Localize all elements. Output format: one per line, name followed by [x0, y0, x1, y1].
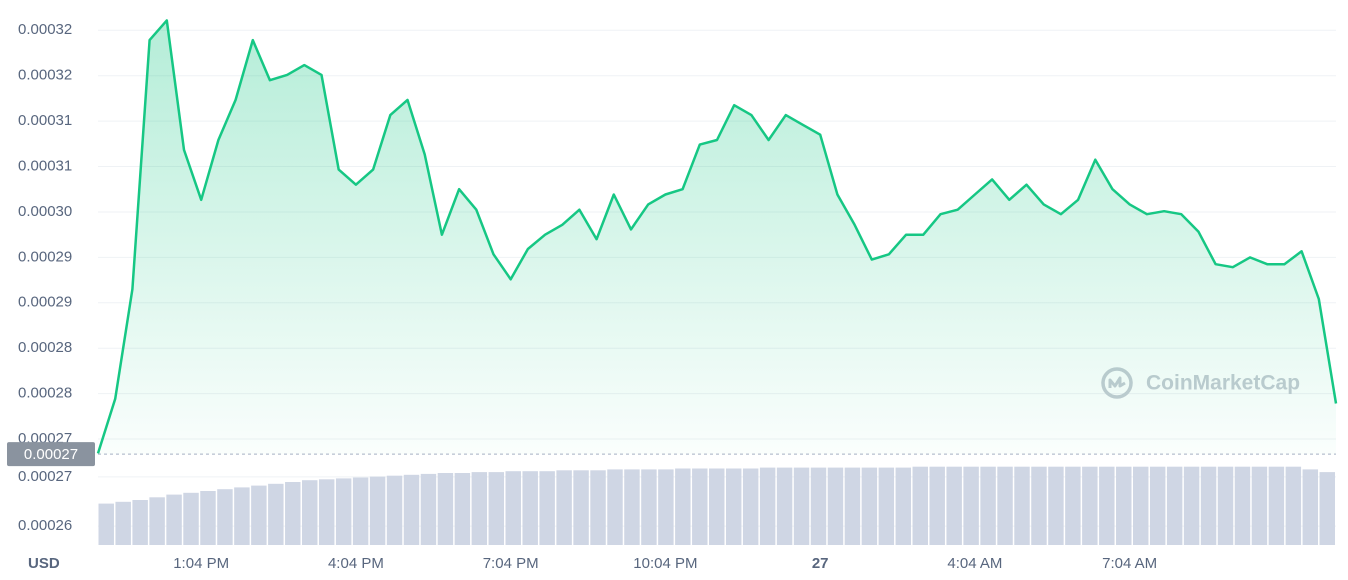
- volume-bar: [234, 487, 250, 545]
- volume-bar: [997, 466, 1013, 545]
- x-tick-label: 27: [812, 555, 829, 572]
- volume-bar: [658, 469, 674, 545]
- volume-bar: [1166, 466, 1183, 545]
- volume-bar: [556, 470, 572, 545]
- volume-bar: [1251, 466, 1268, 545]
- volume-bar: [878, 467, 895, 545]
- volume-bar: [318, 479, 335, 545]
- x-tick-label: 4:04 PM: [328, 555, 384, 572]
- volume-bar: [759, 467, 776, 545]
- volume-bar: [1285, 466, 1302, 545]
- volume-bar: [115, 501, 131, 545]
- volume-bar: [1031, 466, 1047, 545]
- volume-bar: [522, 471, 538, 545]
- volume-bar: [1200, 466, 1217, 545]
- volume-bar: [98, 503, 114, 545]
- y-tick-label: 0.00029: [18, 248, 72, 265]
- volume-bar: [776, 467, 793, 545]
- volume-bar: [302, 480, 318, 545]
- volume-bar: [1234, 466, 1251, 545]
- volume-bar: [1217, 466, 1234, 545]
- volume-bar: [709, 468, 725, 545]
- y-tick-label: 0.00031: [18, 157, 72, 174]
- volume-bar: [352, 477, 369, 545]
- y-tick-label: 0.00030: [18, 203, 72, 220]
- volume-bar: [369, 476, 386, 545]
- volume-bar: [1149, 466, 1166, 545]
- volume-bar: [437, 473, 454, 545]
- volume-bar: [420, 473, 437, 545]
- volume-bar: [488, 472, 505, 545]
- volume-bar: [861, 467, 878, 545]
- volume-bar: [505, 471, 521, 545]
- volume-bar: [895, 467, 912, 545]
- volume-bar: [946, 466, 962, 545]
- volume-bar: [692, 468, 708, 545]
- y-tick-label: 0.00029: [18, 294, 72, 311]
- volume-bar: [793, 467, 810, 545]
- volume-bar: [217, 489, 233, 545]
- volume-bar: [471, 472, 488, 545]
- volume-bar: [607, 469, 623, 545]
- volume-bar: [844, 467, 861, 545]
- volume-bar: [132, 500, 148, 545]
- volume-bar: [1116, 466, 1132, 545]
- volume-bar: [268, 483, 284, 545]
- volume-bar: [980, 466, 996, 545]
- volume-bar: [1048, 466, 1064, 545]
- x-tick-label: 4:04 AM: [947, 555, 1002, 572]
- volume-bar: [929, 466, 945, 545]
- volume-bar: [335, 478, 352, 545]
- volume-bar: [725, 468, 742, 545]
- y-tick-label: 0.00031: [18, 112, 72, 129]
- volume-bar: [149, 497, 165, 545]
- volume-bar: [675, 468, 691, 545]
- volume-bar: [1132, 466, 1149, 545]
- volume-bar: [386, 475, 403, 545]
- volume-bar: [742, 468, 759, 545]
- volume-bar: [912, 466, 928, 545]
- volume-bar: [624, 469, 640, 545]
- y-tick-label: 0.00026: [18, 517, 72, 534]
- volume-bar: [1268, 466, 1285, 545]
- x-tick-label: 7:04 PM: [483, 555, 539, 572]
- x-tick-label: 7:04 AM: [1102, 555, 1157, 572]
- y-tick-label: 0.00032: [18, 21, 72, 38]
- volume-bar: [1302, 469, 1319, 545]
- y-tick-label: 0.00028: [18, 385, 72, 402]
- volume-bar: [1099, 466, 1115, 545]
- y-tick-label: 0.00028: [18, 339, 72, 356]
- volume-bar: [285, 482, 301, 545]
- volume-bar: [963, 466, 979, 545]
- x-tick-label: 10:04 PM: [633, 555, 697, 572]
- volume-bar: [590, 470, 606, 545]
- volume-bar: [573, 470, 589, 545]
- volume-bar: [641, 469, 657, 545]
- volume-bar: [539, 471, 555, 545]
- volume-bar: [166, 494, 182, 545]
- volume-bar: [200, 491, 216, 545]
- y-unit-label: USD: [28, 555, 60, 572]
- volume-bar: [810, 467, 827, 545]
- y-tick-label: 0.00032: [18, 67, 72, 84]
- volume-bar: [251, 485, 267, 545]
- volume-bar: [1319, 472, 1335, 545]
- volume-bar: [827, 467, 844, 545]
- volume-bar: [1014, 466, 1030, 545]
- volume-bar: [454, 473, 471, 545]
- volume-bar: [183, 492, 199, 545]
- volume-bar: [1065, 466, 1081, 545]
- volume-bar: [1183, 466, 1200, 545]
- price-area: [98, 20, 1336, 455]
- y-tick-label: 0.00027: [18, 468, 72, 485]
- volume-bar: [1082, 466, 1098, 545]
- current-price-label: 0.00027: [24, 446, 78, 463]
- current-price-badge: [7, 442, 95, 467]
- price-line: [96, 19, 1338, 454]
- x-tick-label: 1:04 PM: [173, 555, 229, 572]
- volume-bar: [403, 474, 420, 545]
